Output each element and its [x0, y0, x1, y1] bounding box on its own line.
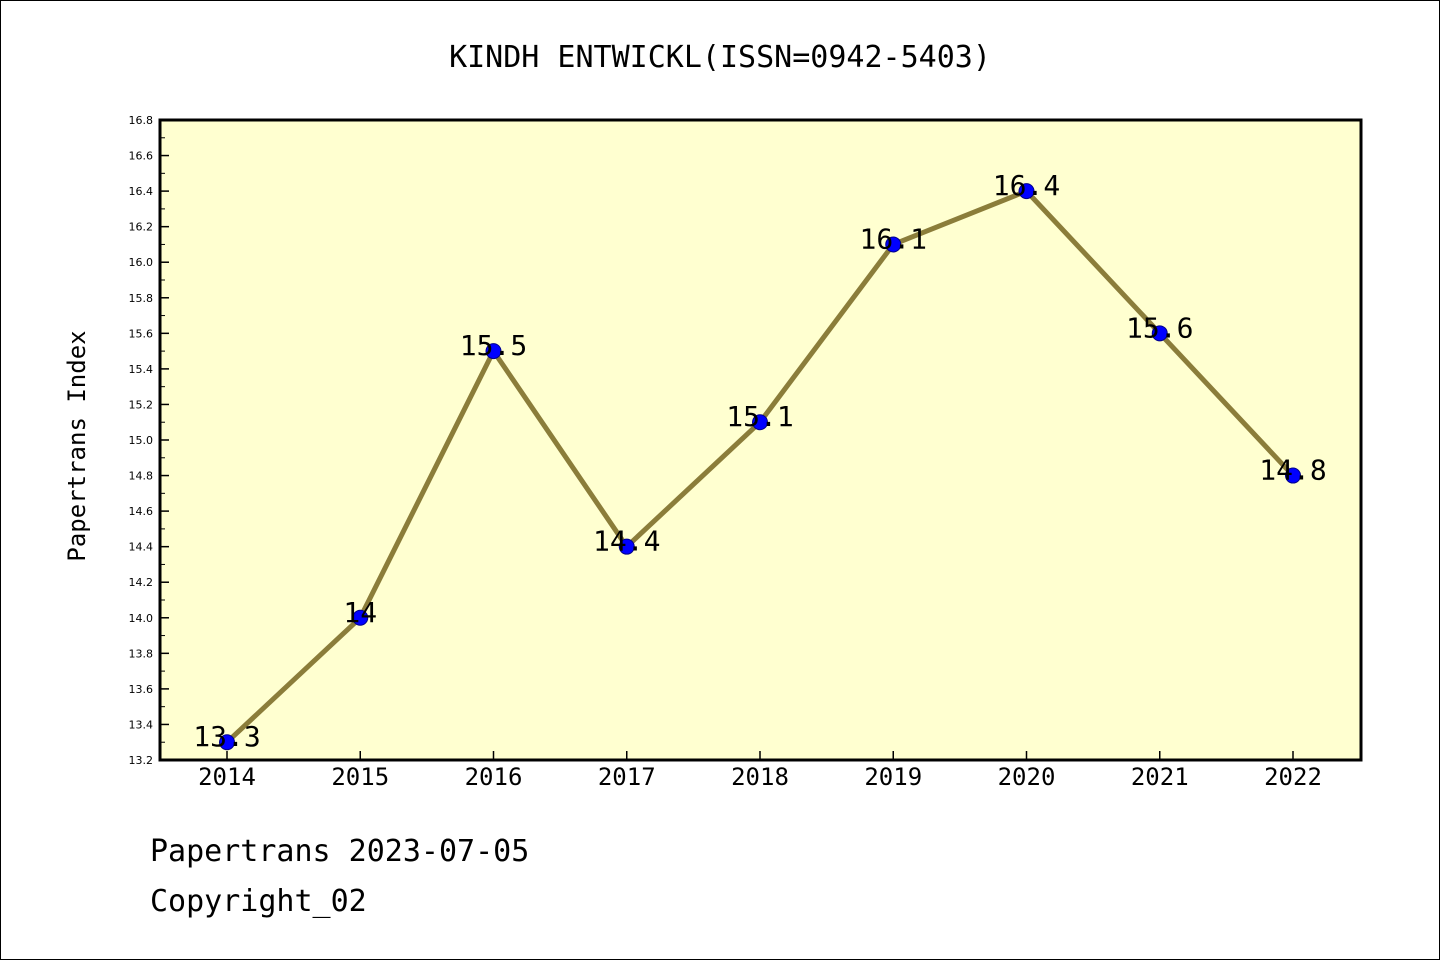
x-tick-label: 2016	[465, 763, 523, 791]
x-tick-label: 2022	[1264, 763, 1322, 791]
x-tick-label: 2021	[1131, 763, 1189, 791]
y-tick-label: 15.6	[129, 327, 154, 340]
y-tick-label: 16.2	[129, 221, 154, 234]
data-point	[618, 538, 635, 555]
data-label: 15.1	[726, 400, 793, 433]
plot-area	[160, 120, 1361, 760]
y-tick-label: 13.6	[129, 683, 154, 696]
y-tick-label: 16.6	[129, 150, 154, 163]
chart-title: KINDH ENTWICKL(ISSN=0942-5403)	[449, 40, 991, 75]
y-tick-label: 15.0	[129, 434, 154, 447]
y-tick-label: 16.0	[129, 256, 154, 269]
series-layer: 13.3 14 15.5 14.4 15.1 16.1 16.4 15.6 14.8	[193, 169, 1326, 753]
x-axis-ticks: 2014 2015 2016 2017 2018 2019 2020 2021 2022	[198, 751, 1322, 791]
footer-copyright-text: Copyright_02	[150, 884, 367, 919]
data-label: 14.8	[1259, 454, 1326, 487]
footer-date-text: Papertrans 2023-07-05	[150, 834, 530, 869]
y-tick-label: 16.8	[129, 114, 154, 127]
x-tick-label: 2014	[198, 763, 256, 791]
y-tick-label: 16.4	[129, 185, 154, 198]
data-point	[485, 343, 502, 360]
data-point	[885, 236, 902, 253]
x-tick-label: 2019	[864, 763, 922, 791]
x-tick-label: 2020	[998, 763, 1056, 791]
plot-border	[158, 118, 1363, 762]
data-label: 16.1	[860, 222, 927, 255]
data-point	[752, 414, 768, 431]
y-tick-label: 14.2	[129, 576, 154, 589]
data-label: 16.4	[993, 169, 1060, 202]
y-tick-label: 15.2	[129, 398, 154, 411]
y-tick-label: 14.4	[129, 541, 154, 554]
data-point	[1285, 467, 1301, 484]
x-tick-label: 2015	[331, 763, 389, 791]
y-tick-label: 13.2	[129, 754, 154, 767]
data-point	[352, 609, 369, 626]
data-label: 13.3	[193, 720, 260, 753]
data-point	[1151, 325, 1168, 342]
y-tick-label: 14.6	[129, 505, 154, 518]
data-label: 14	[343, 596, 377, 629]
y-tick-label: 13.4	[129, 718, 154, 731]
data-label: 15.5	[460, 329, 527, 362]
data-point	[1018, 183, 1035, 200]
y-tick-label: 13.8	[129, 647, 154, 660]
y-tick-label: 15.8	[129, 292, 154, 305]
y-tick-label: 14.0	[129, 612, 154, 625]
y-axis-label: Papertrans Index	[63, 330, 91, 561]
data-label: 14.4	[593, 525, 660, 558]
y-tick-label: 15.4	[129, 363, 154, 376]
data-point	[219, 734, 235, 751]
x-tick-label: 2018	[731, 763, 789, 791]
data-label: 15.6	[1126, 311, 1193, 344]
x-tick-label: 2017	[598, 763, 656, 791]
y-tick-label: 14.8	[129, 470, 154, 483]
